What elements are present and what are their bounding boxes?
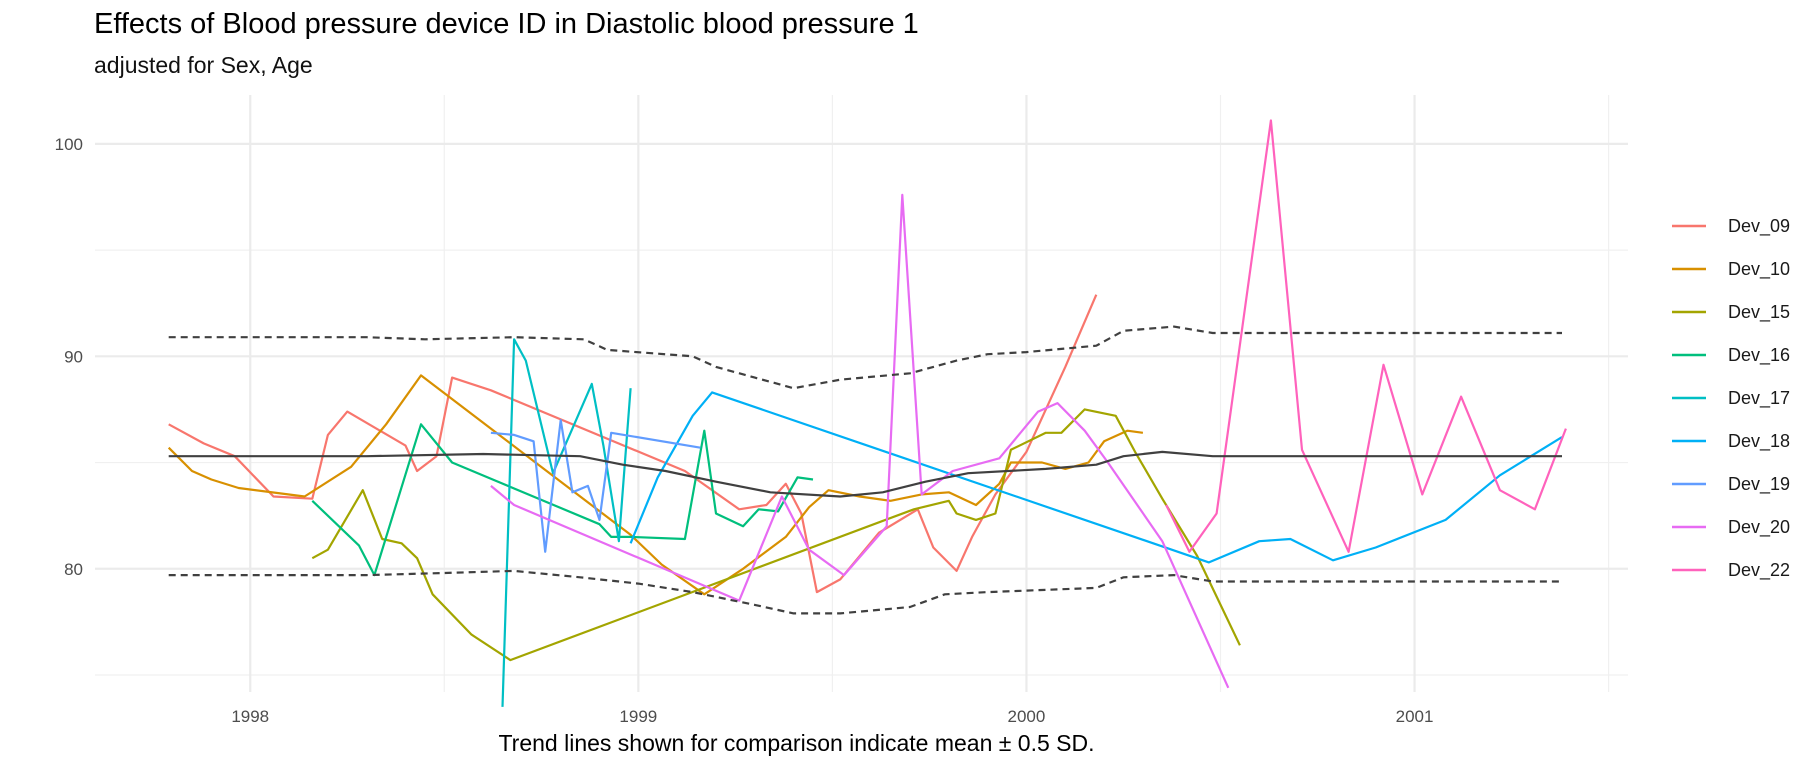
legend-item-dev-16: Dev_16 — [1672, 345, 1790, 366]
series-line-dev-19 — [490, 419, 701, 553]
legend-label: Dev_18 — [1728, 431, 1790, 452]
legend-item-dev-20: Dev_20 — [1672, 517, 1790, 538]
y-tick-label: 80 — [64, 560, 83, 579]
trend-line-upper — [168, 325, 1562, 390]
legend-item-dev-09: Dev_09 — [1672, 216, 1790, 237]
y-tick-label: 100 — [55, 135, 83, 154]
series-line-dev-10 — [167, 374, 1144, 596]
legend-label: Dev_22 — [1728, 560, 1790, 581]
legend-item-dev-22: Dev_22 — [1672, 560, 1790, 581]
legend: Dev_09 Dev_10 Dev_15 Dev_16 Dev_17 Dev_18 Dev_… — [1672, 216, 1790, 581]
x-tick-label: 1999 — [619, 707, 657, 726]
series-line-dev-20 — [490, 193, 1230, 689]
trend-line-layer — [168, 325, 1562, 615]
trend-line-lower — [168, 569, 1562, 615]
legend-label: Dev_19 — [1728, 474, 1790, 495]
trend-line-mean — [168, 450, 1562, 498]
legend-label: Dev_17 — [1728, 388, 1790, 409]
legend-label: Dev_15 — [1728, 302, 1790, 323]
chart-subtitle: adjusted for Sex, Age — [94, 52, 313, 78]
legend-item-dev-19: Dev_19 — [1672, 474, 1790, 495]
series-layer — [167, 119, 1567, 707]
axis-tick-layer: 1998 1999 2000 2001 80 90 100 — [55, 135, 1434, 726]
grid-layer — [95, 95, 1628, 692]
legend-item-dev-10: Dev_10 — [1672, 259, 1790, 280]
legend-item-dev-17: Dev_17 — [1672, 388, 1790, 409]
x-tick-label: 1998 — [231, 707, 269, 726]
legend-item-dev-18: Dev_18 — [1672, 431, 1790, 452]
legend-item-dev-15: Dev_15 — [1672, 302, 1790, 323]
series-line-dev-15 — [311, 408, 1241, 662]
x-tick-label: 2001 — [1396, 707, 1434, 726]
series-line-dev-18 — [629, 391, 1563, 564]
legend-label: Dev_16 — [1728, 345, 1790, 366]
series-line-dev-22 — [1165, 119, 1567, 553]
series-line-dev-09 — [168, 294, 1098, 594]
series-line-dev-17 — [501, 338, 632, 707]
legend-label: Dev_20 — [1728, 517, 1790, 538]
legend-label: Dev_10 — [1728, 259, 1790, 280]
series-line-dev-16 — [311, 423, 814, 577]
y-tick-label: 90 — [64, 347, 83, 366]
chart-caption: Trend lines shown for comparison indicat… — [498, 730, 1095, 756]
legend-label: Dev_09 — [1728, 216, 1790, 237]
chart-title: Effects of Blood pressure device ID in D… — [94, 8, 919, 40]
x-tick-label: 2000 — [1008, 707, 1046, 726]
